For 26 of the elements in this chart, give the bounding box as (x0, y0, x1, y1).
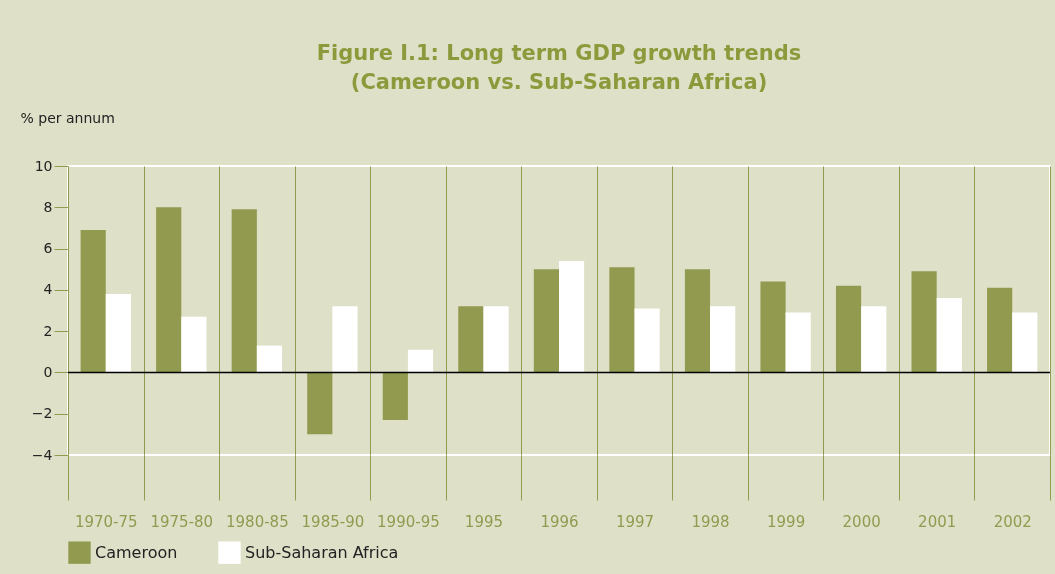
y-tick-label: 8 (43, 198, 53, 215)
chart-title: Figure I.1: Long term GDP growth trends (316, 41, 802, 65)
y-tick-label: 4 (43, 281, 53, 298)
y-tick-label: 6 (43, 240, 53, 257)
chart-subtitle: (Cameroon vs. Sub-Saharan Africa) (350, 70, 768, 94)
legend-label: Cameroon (95, 542, 178, 562)
x-tick-label: 2001 (918, 512, 957, 531)
x-tick-label: 1998 (691, 512, 730, 531)
y-tick-label: −4 (31, 446, 53, 463)
x-tick-label: 1997 (615, 512, 655, 531)
x-tick-label: 2002 (993, 512, 1032, 531)
y-axis-title: % per annum (20, 109, 115, 126)
x-tick-label: 1996 (540, 512, 579, 531)
legend-label: Sub-Saharan Africa (245, 542, 399, 562)
x-tick-label: 1980-85 (226, 512, 289, 531)
y-tick-label: 10 (34, 157, 53, 174)
x-tick-label: 2000 (842, 512, 881, 531)
x-tick-label: 1990-95 (377, 512, 440, 531)
y-tick-label: 2 (43, 322, 53, 339)
y-tick-label: 0 (43, 363, 53, 380)
x-tick-label: 1995 (464, 512, 504, 531)
x-tick-label: 1999 (767, 512, 806, 531)
x-tick-label: 1985-90 (301, 512, 365, 531)
x-tick-label: 1975-80 (150, 512, 214, 531)
x-tick-label: 1970-75 (74, 512, 138, 531)
y-tick-label: −2 (31, 405, 53, 422)
